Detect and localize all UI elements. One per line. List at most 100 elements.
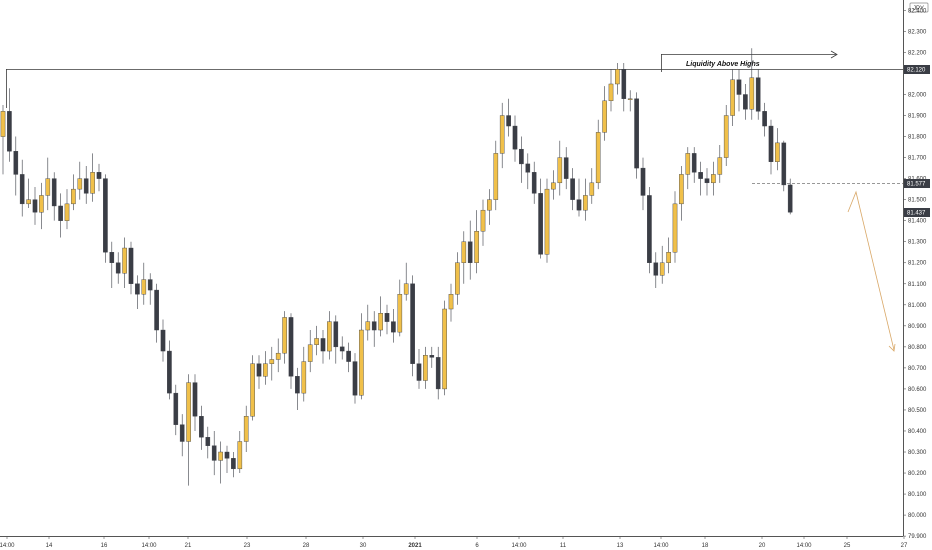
bull-candle-body [0, 111, 6, 137]
bull-candle-body [602, 100, 607, 133]
bear-candle-body [519, 148, 524, 165]
bear-candle-body [288, 317, 294, 377]
price-tick-label: 82.200 [908, 50, 927, 56]
candle [435, 346, 441, 400]
candle [506, 98, 511, 137]
bull-candle-body [595, 132, 601, 184]
bull-candle-body [250, 363, 255, 417]
bull-candle-body [243, 416, 249, 442]
bear-candle-body [525, 163, 531, 173]
bear-candle-body [787, 184, 793, 213]
bull-candle-body [749, 77, 755, 110]
candle [576, 178, 582, 217]
liquidity-arrow-head [830, 50, 838, 59]
bear-candle-body [653, 262, 659, 276]
bear-candle-body [147, 279, 153, 291]
price-tick-label: 82.400 [908, 8, 927, 14]
candle [455, 252, 460, 305]
bear-candle-body [570, 178, 575, 200]
bear-candle-body [19, 174, 25, 205]
bear-candle-body [211, 445, 217, 461]
candle [691, 147, 697, 183]
candle [602, 86, 607, 141]
candle [90, 153, 95, 202]
candle [211, 430, 217, 476]
candle [787, 178, 793, 215]
candle [474, 210, 479, 274]
candle [743, 83, 748, 120]
bear-candle-body [416, 363, 422, 381]
price-tick-label: 80.000 [908, 513, 927, 519]
bear-candle-body [154, 289, 159, 331]
bear-candle-body [352, 361, 358, 396]
price-tick-label: 81.000 [908, 303, 927, 309]
candle [679, 166, 684, 221]
bull-candle-body [122, 247, 127, 274]
candle [749, 48, 755, 120]
bear-candle-body [755, 77, 761, 112]
price-tick-label: 80.600 [908, 387, 927, 393]
bull-candle-body [141, 279, 147, 295]
candle [205, 426, 211, 459]
candle [39, 182, 44, 230]
bull-candle-body [608, 83, 614, 102]
bull-candle-body [314, 338, 319, 345]
candle [122, 237, 127, 288]
candle [13, 136, 19, 196]
bear-candle-body [563, 157, 569, 179]
time-ticks: 14:00 14 16 14:00 21 23 28 30 2021 6 14:00 11 13 14:0… [0, 536, 908, 549]
candle [135, 275, 140, 310]
candle [371, 311, 377, 347]
candle [397, 279, 403, 337]
candle [45, 157, 51, 211]
candle [147, 273, 153, 305]
candle [301, 346, 307, 402]
candle [320, 330, 326, 364]
bear-candle-body [295, 376, 300, 394]
bear-candle-body [736, 79, 742, 95]
candle [551, 170, 556, 200]
bear-candle-body [167, 350, 172, 394]
candle [288, 313, 294, 389]
bull-candle-body [583, 195, 588, 211]
bull-candle-body [263, 363, 268, 377]
price-tick-label: 81.700 [908, 156, 927, 162]
candle [327, 311, 332, 360]
candle [167, 340, 172, 400]
candle [282, 311, 287, 364]
candle [499, 102, 505, 169]
bear-candle-body [58, 205, 63, 221]
candle [115, 252, 121, 284]
candle [608, 69, 614, 112]
time-tick-label: 14:00 [0, 543, 15, 549]
candle [755, 69, 761, 120]
bear-candle-body [384, 313, 390, 322]
time-tick-label: 11 [560, 543, 567, 549]
bear-candle-body [762, 111, 767, 127]
axis-layer: JPY [0, 0, 929, 537]
bull-candle-body [551, 182, 556, 190]
bear-candle-body [109, 252, 115, 263]
candle [391, 309, 396, 343]
bear-candle-body [698, 172, 703, 179]
candle [717, 144, 723, 183]
bull-candle-body [730, 79, 735, 116]
time-tick-label: 20 [759, 543, 766, 549]
time-tick-label: 14 [46, 543, 53, 549]
bull-candle-body [615, 69, 620, 85]
bear-candle-body [173, 392, 179, 425]
bull-candle-body [275, 352, 281, 360]
price-tick-label: 80.800 [908, 345, 927, 351]
price-tick-label: 80.200 [908, 471, 927, 477]
bull-candle-body [557, 157, 563, 184]
price-tick-label: 81.400 [908, 219, 927, 225]
bear-candle-body [506, 115, 511, 127]
price-tick-label: 81.500 [908, 198, 927, 204]
candle [448, 283, 454, 322]
bear-candle-body [512, 125, 518, 150]
bear-candle-body [781, 142, 787, 186]
bear-candle-body [96, 172, 102, 179]
time-tick-label: 21 [185, 543, 192, 549]
candle [583, 178, 588, 221]
